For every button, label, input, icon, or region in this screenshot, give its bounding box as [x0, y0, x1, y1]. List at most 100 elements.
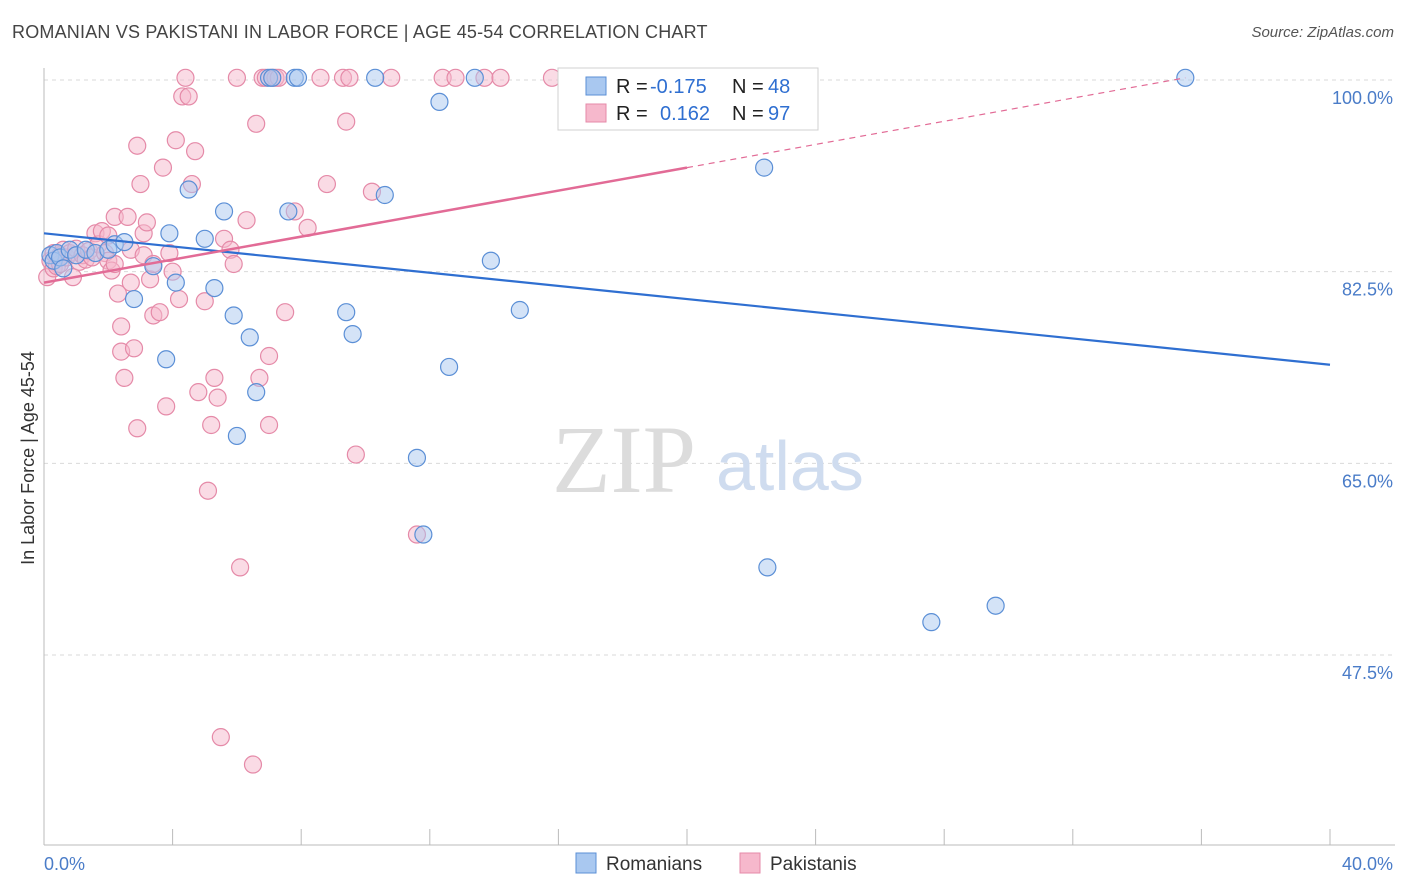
y-tick-label-0: 100.0%	[1332, 88, 1393, 108]
pakistani-point-33	[124, 339, 144, 358]
legend-top: R = -0.175 N = 48 R = 0.162 N = 97	[557, 67, 819, 131]
romanian-point-34	[407, 448, 427, 467]
x-tick-label-1: 40.0%	[1342, 854, 1393, 874]
romanian-point-16	[166, 273, 185, 292]
legend-r-value-pakistanis: 0.162	[660, 103, 710, 125]
romanian-point-38	[465, 68, 484, 87]
romanian-point-39	[481, 251, 500, 270]
romanian-point-40	[510, 300, 529, 320]
pakistani-point-60	[208, 388, 227, 407]
romanian-point-35	[414, 525, 433, 544]
romanian-point-13	[144, 257, 163, 276]
romanian-point-45	[922, 613, 941, 632]
romanian-point-12	[124, 289, 144, 309]
romanian-point-20	[214, 202, 234, 221]
romanian-point-46	[986, 596, 1005, 615]
romanian-point-26	[263, 68, 282, 87]
romanian-point-36	[430, 92, 449, 112]
pakistani-point-32	[121, 273, 140, 292]
legend-bottom-swatch-pakistanis	[739, 852, 761, 874]
romanian-point-19	[205, 278, 224, 298]
pakistani-point-43	[150, 303, 169, 322]
legend-r-value-romanians: -0.175	[650, 76, 707, 98]
pakistani-point-81	[317, 174, 337, 194]
trend-layer	[43, 77, 1331, 366]
pakistani-point-65	[227, 68, 246, 87]
y-tick-label-2: 65.0%	[1342, 471, 1393, 491]
romanian-point-44	[758, 558, 777, 577]
romanian-point-14	[157, 350, 176, 369]
romanian-point-15	[160, 224, 179, 243]
legend-bottom-romanians: Romanians	[606, 854, 702, 875]
pakistani-point-90	[446, 68, 465, 87]
pakistani-point-92	[491, 68, 510, 87]
chart-title: ROMANIAN VS PAKISTANI IN LABOR FORCE | A…	[12, 22, 708, 42]
pakistani-point-51	[176, 68, 195, 87]
pakistani-point-27	[112, 317, 131, 336]
y-axis-title: In Labor Force | Age 45-54	[18, 351, 38, 565]
romanian-point-18	[195, 229, 214, 248]
pakistani-point-66	[231, 558, 250, 577]
pakistani-point-48	[166, 131, 185, 150]
x-tick-label-0: 0.0%	[44, 854, 85, 874]
axes-layer	[43, 68, 1395, 846]
legend-bottom: Romanians Pakistanis	[575, 852, 857, 875]
pakistani-point-39	[137, 213, 156, 232]
romanian-point-4	[54, 259, 73, 278]
romanian-point-23	[247, 383, 266, 402]
y-tick-label-1: 82.5%	[1342, 280, 1393, 300]
y-tick-labels: 100.0% 82.5% 65.0% 47.5%	[1332, 88, 1393, 683]
pakistani-point-61	[211, 728, 230, 747]
legend-n-value-romanians: 48	[768, 76, 790, 98]
legend-n-value-pakistanis: 97	[768, 103, 790, 125]
legend-swatch-romanians	[585, 76, 607, 96]
legend-n-label-pakistanis: N =	[732, 103, 764, 125]
pakistani-trend-line	[43, 166, 688, 284]
pakistani-point-59	[205, 368, 224, 388]
romanian-point-37	[439, 357, 459, 377]
legend-bottom-pakistanis: Pakistanis	[770, 854, 857, 875]
pakistani-point-54	[186, 142, 205, 161]
romanian-point-24	[227, 426, 246, 446]
watermark-zip: ZIP	[552, 406, 696, 513]
x-tick-labels: 0.0% 40.0%	[44, 854, 1393, 874]
pakistani-point-56	[195, 292, 214, 311]
legend-r-label-romanians: R =	[616, 76, 648, 98]
pakistani-point-44	[153, 158, 173, 177]
romanian-point-31	[343, 324, 362, 344]
pakistani-point-35	[128, 419, 147, 438]
pakistani-point-34	[128, 136, 147, 155]
romanian-point-43	[755, 158, 774, 177]
pakistani-point-85	[346, 445, 365, 464]
romanian-point-30	[337, 303, 356, 322]
pakistani-point-26	[108, 284, 128, 303]
pakistani-point-68	[247, 114, 266, 133]
pakistani-point-96	[243, 755, 263, 774]
legend-bottom-swatch-romanians	[575, 852, 597, 874]
pakistani-point-83	[337, 112, 356, 131]
pakistani-point-87	[382, 68, 401, 87]
romanian-point-33	[375, 185, 394, 205]
pakistani-point-30	[118, 207, 137, 227]
romanian-point-27	[279, 202, 298, 221]
legend-r-label-pakistanis: R =	[616, 103, 648, 125]
pakistani-point-84	[340, 68, 359, 87]
pakistani-point-57	[198, 481, 218, 500]
points-layer	[38, 68, 1195, 774]
romanian-point-32	[366, 68, 385, 87]
romanian-point-29	[288, 68, 308, 87]
pakistani-point-45	[157, 397, 176, 416]
pakistani-point-64	[224, 254, 243, 274]
pakistani-point-58	[202, 415, 221, 435]
romanian-point-22	[240, 328, 259, 347]
watermark: ZIP atlas	[552, 406, 864, 513]
legend-swatch-pakistanis	[585, 103, 607, 123]
pakistani-point-36	[131, 174, 150, 194]
pakistani-point-46	[160, 243, 179, 263]
legend-n-label-romanians: N =	[732, 76, 764, 98]
pakistani-point-77	[276, 303, 295, 322]
pakistani-point-55	[189, 383, 208, 402]
pakistani-trend-extension	[686, 77, 1186, 169]
romanian-point-17	[179, 180, 198, 199]
